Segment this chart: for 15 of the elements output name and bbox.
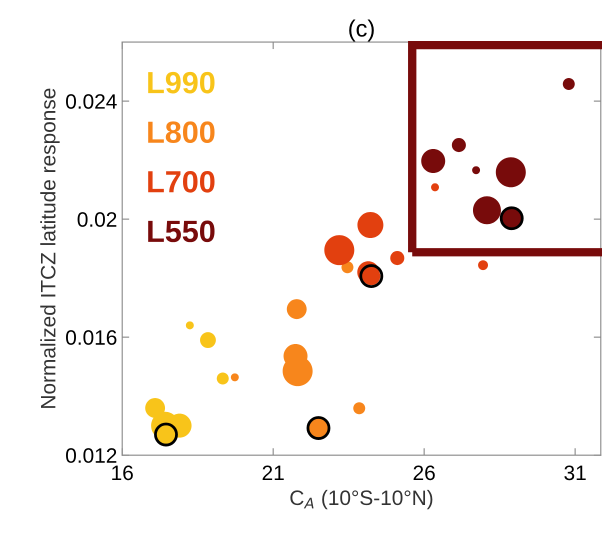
x-tick-label: 16 — [112, 465, 133, 480]
y-tick-label: 0.02 — [78, 212, 116, 227]
text: L550 — [148, 220, 215, 242]
x-axis-title: C$_{A}$ (10°S-10°N) — [290, 490, 432, 510]
y-axis-title: Normalized ITCZ latitude response — [40, 88, 60, 408]
chart-title: (c) — [349, 19, 374, 42]
x-tick-label: 26 — [414, 465, 435, 480]
y-tick-label: 0.012 — [66, 448, 116, 463]
y-tick-label: 0.016 — [66, 330, 116, 345]
x-tick-label: 31 — [564, 465, 586, 480]
text: L990 — [148, 72, 215, 94]
x-tick-label: 21 — [262, 465, 284, 480]
text: L700 — [148, 170, 215, 193]
y-tick-label: 0.024 — [66, 94, 117, 109]
text: L800 — [148, 121, 215, 144]
